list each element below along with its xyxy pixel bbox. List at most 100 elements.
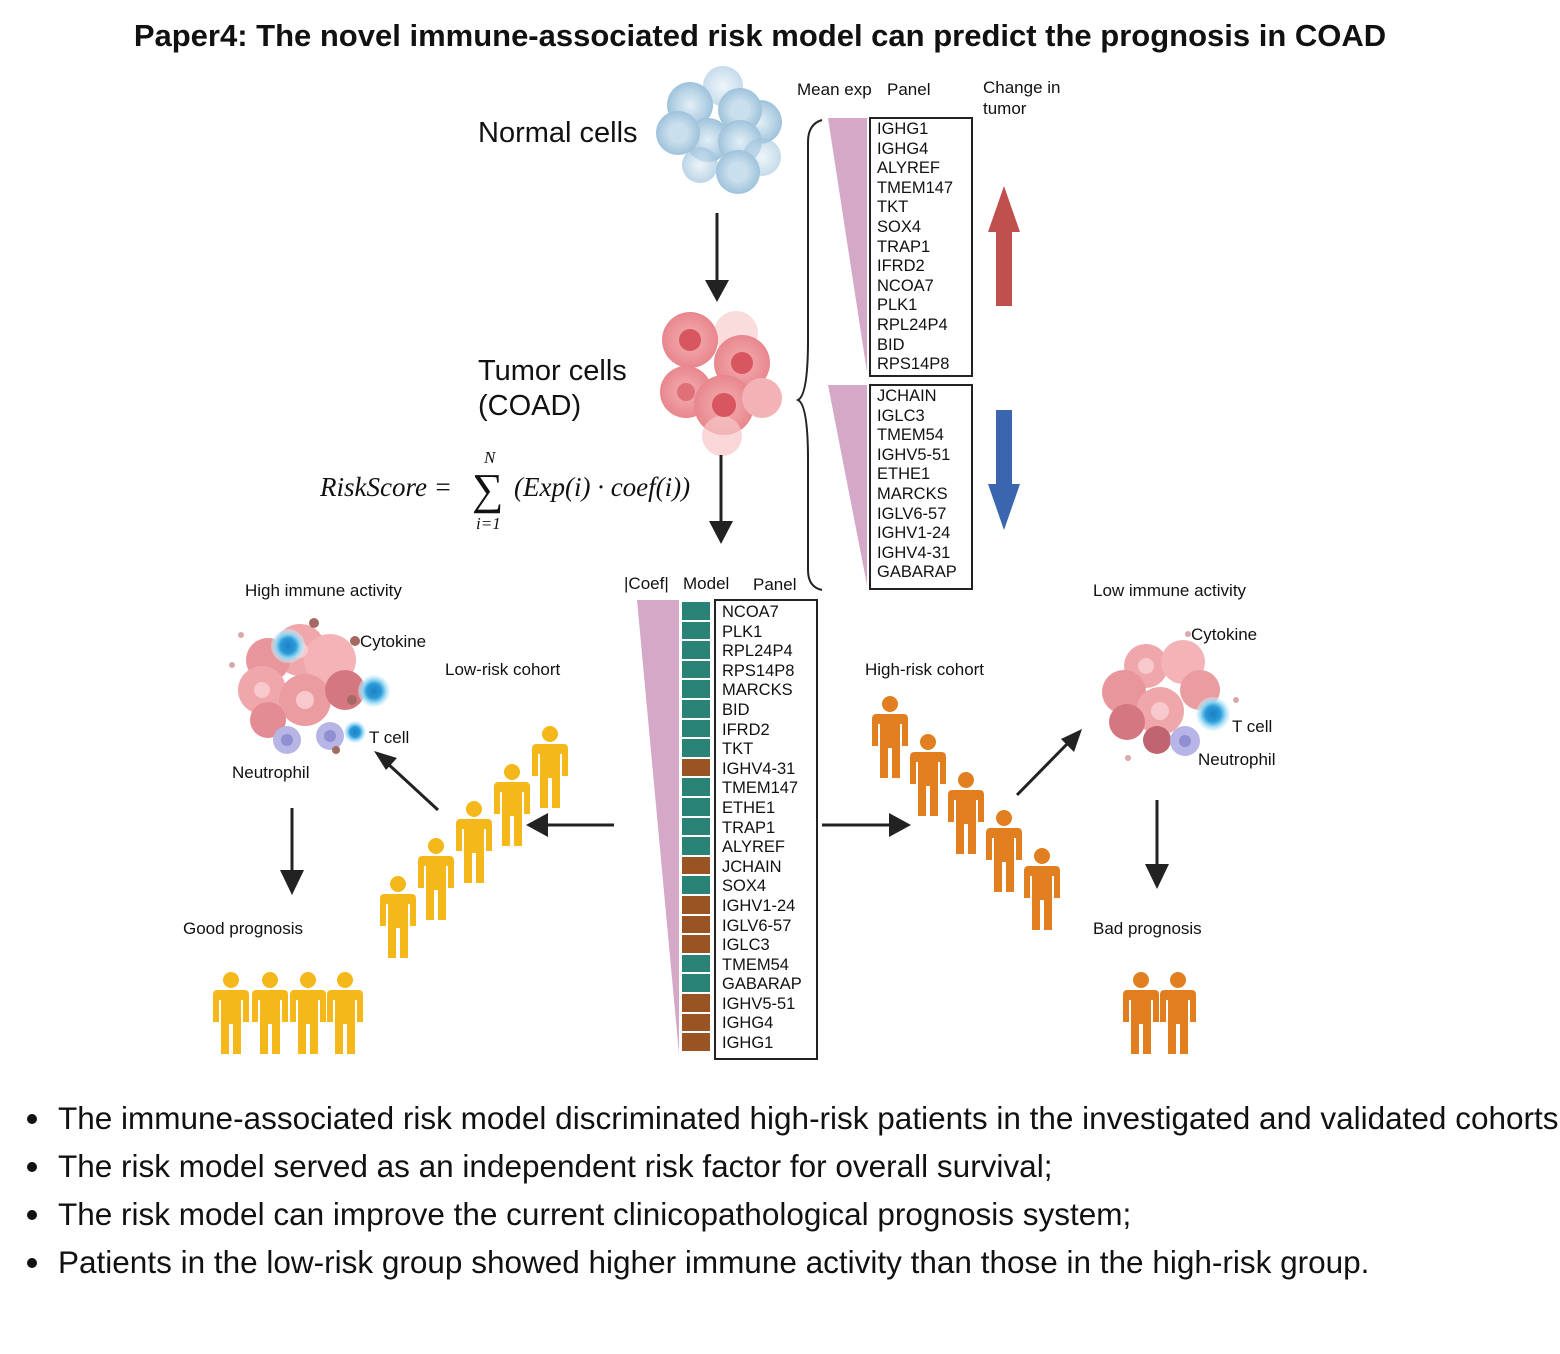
tcell-icon xyxy=(344,721,366,743)
gene-label: IGHG4 xyxy=(877,139,929,158)
model-sign-swatch xyxy=(682,739,710,757)
formula-lower-limit: i=1 xyxy=(476,514,501,533)
mean-exp-triangle-up xyxy=(828,118,867,372)
diagram-graphics xyxy=(213,66,1239,1054)
formula-sigma: ∑ xyxy=(472,465,504,514)
good-prognosis-person-icon xyxy=(327,972,363,1054)
gene-label: BID xyxy=(877,335,905,354)
model-gene-label: TRAP1 xyxy=(722,818,776,837)
model-sign-swatch xyxy=(682,641,710,659)
model-sign-swatch xyxy=(682,1033,710,1051)
gene-label: IGHV4-31 xyxy=(877,543,951,562)
tcell-icon xyxy=(358,675,390,707)
gene-label: IGLC3 xyxy=(877,406,925,425)
cytokine-label-right: Cytokine xyxy=(1191,625,1258,644)
model-gene-label: IGHG4 xyxy=(722,1014,774,1033)
high-risk-person-icon xyxy=(910,734,946,816)
model-gene-label: GABARAP xyxy=(722,975,802,994)
normal-cells-label: Normal cells xyxy=(478,117,638,149)
model-sign-swatch xyxy=(682,817,710,836)
model-sign-swatch xyxy=(682,896,710,914)
model-sign-swatch xyxy=(682,778,710,796)
coef-header: |Coef| xyxy=(624,574,669,593)
model-header: Model xyxy=(683,574,730,593)
tcell-label-right: T cell xyxy=(1232,717,1273,736)
model-gene-label: IGLC3 xyxy=(722,936,770,955)
low-risk-person-icon xyxy=(418,838,454,920)
bad-prognosis-person-icon xyxy=(1123,972,1159,1054)
mean-exp-triangle-down xyxy=(828,385,867,585)
finding-bullet: The risk model served as an independent … xyxy=(27,1142,1560,1190)
low-immune-activity-cluster xyxy=(1102,631,1239,761)
model-genes-box: NCOA7 PLK1 RPL24P4 RPS14P8 MARCKS BID IF… xyxy=(714,599,818,1060)
gene-label: IGHV1-24 xyxy=(877,524,951,543)
panel-header-top: Panel xyxy=(887,80,931,99)
tumor-cells-icon xyxy=(660,311,782,456)
up-arrow-icon xyxy=(988,186,1020,306)
model-sign-swatch xyxy=(682,700,710,718)
down-arrow-icon xyxy=(988,410,1020,530)
gene-label: TMEM54 xyxy=(877,426,944,445)
good-prognosis-person-icon xyxy=(252,972,288,1054)
gene-label: JCHAIN xyxy=(877,387,937,405)
high-risk-person-icon xyxy=(986,810,1022,892)
high-risk-person-icon xyxy=(948,772,984,854)
gene-label: ALYREF xyxy=(877,159,940,178)
model-sign-swatch xyxy=(682,621,710,640)
gene-label: TKT xyxy=(877,198,909,217)
bad-prognosis-label: Bad prognosis xyxy=(1093,919,1202,938)
change-in-tumor-header-2: tumor xyxy=(983,99,1027,118)
model-sign-swatch xyxy=(682,954,710,973)
model-sign-swatch xyxy=(682,915,710,934)
key-findings-list: The immune-associated risk model discrim… xyxy=(20,1094,1560,1286)
riskscore-formula-lhs: RiskScore = xyxy=(320,472,452,502)
gene-label: RPL24P4 xyxy=(877,315,948,334)
model-sign-swatch xyxy=(682,837,710,855)
good-prognosis-person-icon xyxy=(290,972,326,1054)
bad-prognosis-person-icon xyxy=(1160,972,1196,1054)
model-sign-swatch xyxy=(682,602,710,620)
model-sign-column xyxy=(682,602,710,1054)
panel-down-genes-box: JCHAIN IGLC3 TMEM54 IGHV5-51 ETHE1 MARCK… xyxy=(869,384,973,590)
model-sign-swatch xyxy=(682,719,710,738)
high-immune-activity-label: High immune activity xyxy=(245,581,402,600)
model-gene-label: SOX4 xyxy=(722,877,767,896)
high-immune-activity-cluster xyxy=(229,618,390,754)
model-sign-swatch xyxy=(682,758,710,777)
good-prognosis-person-icon xyxy=(213,972,249,1054)
high-risk-person-icon xyxy=(1024,848,1060,930)
gene-label: NCOA7 xyxy=(877,276,934,295)
good-prognosis-label: Good prognosis xyxy=(183,919,304,938)
model-gene-label: RPS14P8 xyxy=(722,661,795,680)
neutrophil-label-left: Neutrophil xyxy=(232,763,310,782)
model-sign-swatch xyxy=(682,680,710,698)
model-sign-swatch xyxy=(682,856,710,875)
gene-label: IGLV6-57 xyxy=(877,504,947,523)
change-in-tumor-header: Change in xyxy=(983,78,1061,97)
page-title: Paper4: The novel immune-associated risk… xyxy=(133,18,1387,53)
normal-cells-icon xyxy=(656,66,782,194)
model-sign-swatch xyxy=(682,798,710,816)
model-gene-label: TMEM54 xyxy=(722,955,789,974)
low-risk-person-icon xyxy=(494,764,530,846)
model-gene-label: JCHAIN xyxy=(722,857,782,876)
model-gene-label: ALYREF xyxy=(722,838,785,857)
curly-brace xyxy=(795,119,823,591)
low-risk-cohort-label: Low-risk cohort xyxy=(445,660,561,679)
gene-label: IFRD2 xyxy=(877,257,925,276)
gene-label: IGHG1 xyxy=(877,120,929,138)
high-risk-person-icon xyxy=(872,696,908,778)
panel-header-model: Panel xyxy=(753,575,797,594)
tcell-icon xyxy=(271,629,305,663)
gene-label: SOX4 xyxy=(877,217,922,236)
finding-bullet: The risk model can improve the current c… xyxy=(27,1190,1560,1238)
low-risk-person-icon xyxy=(380,876,416,958)
gene-label: RPS14P8 xyxy=(877,355,950,374)
model-gene-label: PLK1 xyxy=(722,622,763,641)
gene-label: TMEM147 xyxy=(877,178,954,197)
model-gene-label: IGLV6-57 xyxy=(722,916,792,935)
gene-label: TRAP1 xyxy=(877,237,931,256)
model-gene-label: RPL24P4 xyxy=(722,642,793,661)
tcell-icon xyxy=(1196,697,1230,731)
cytokine-label-left: Cytokine xyxy=(360,632,427,651)
